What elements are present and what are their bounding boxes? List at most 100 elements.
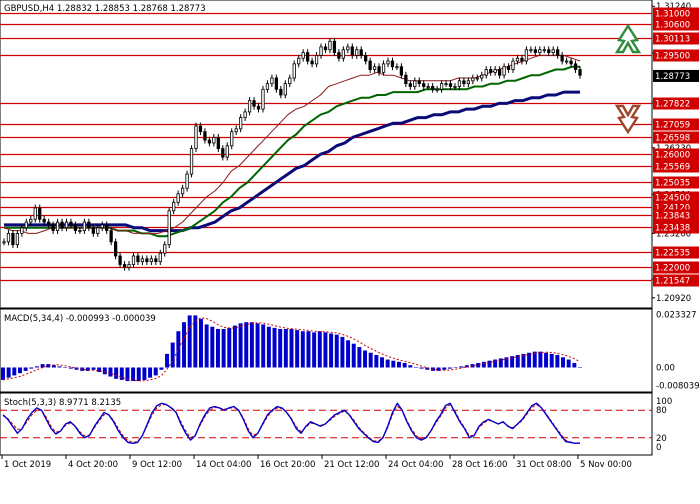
macd-bar-78 bbox=[442, 367, 447, 370]
macd-bar-37 bbox=[210, 326, 215, 368]
macd-bar-96 bbox=[544, 352, 549, 368]
candle-body-55 bbox=[247, 100, 252, 113]
macd-bar-49 bbox=[278, 328, 283, 368]
candle-body-46 bbox=[207, 139, 212, 144]
candle-body-106 bbox=[475, 77, 479, 80]
candle-body-97 bbox=[435, 88, 439, 91]
macd-bar-93 bbox=[527, 352, 532, 368]
candle-body-63 bbox=[283, 83, 287, 96]
level-label-bg-4 bbox=[653, 97, 699, 110]
candle-body-18 bbox=[82, 221, 87, 231]
macd-bar-40 bbox=[227, 327, 232, 368]
macd-bar-47 bbox=[266, 326, 271, 368]
candle-body-88 bbox=[395, 66, 399, 69]
candle-body-90 bbox=[404, 74, 408, 85]
macd-bar-22 bbox=[125, 367, 130, 382]
macd-bar-68 bbox=[385, 359, 390, 368]
candle-body-41 bbox=[185, 173, 189, 189]
candle-body-4 bbox=[20, 227, 24, 234]
macd-bar-101 bbox=[572, 362, 577, 368]
macd-bar-72 bbox=[408, 365, 413, 368]
current-price-label: 1.28773 bbox=[653, 69, 699, 82]
candle-body-85 bbox=[381, 63, 386, 73]
macd-bar-39 bbox=[221, 328, 226, 368]
candle-body-26 bbox=[118, 255, 122, 265]
candle-body-80 bbox=[359, 49, 363, 56]
current-price-text: 1.28773 bbox=[655, 72, 690, 82]
macd-bar-0 bbox=[1, 367, 5, 380]
candle-body-50 bbox=[225, 145, 229, 158]
candle-body-82 bbox=[368, 60, 372, 70]
level-label-15: 1.22000 bbox=[655, 264, 690, 274]
level-label-bg-3 bbox=[653, 49, 699, 62]
macd-bar-10 bbox=[57, 366, 62, 368]
macd-bar-94 bbox=[532, 351, 537, 368]
candle-body-6 bbox=[29, 218, 33, 223]
time-tick-2: 9 Oct 12:00 bbox=[132, 460, 182, 470]
candle-body-58 bbox=[261, 88, 265, 110]
candle-body-17 bbox=[78, 230, 82, 232]
macd-signal-polyline bbox=[2, 317, 581, 382]
ma-fast-polyline bbox=[3, 54, 581, 234]
candle-body-93 bbox=[417, 80, 421, 85]
candle-body-1 bbox=[6, 232, 11, 243]
macd-bar-77 bbox=[436, 367, 441, 371]
candle-body-116 bbox=[520, 57, 524, 62]
macd-bar-31 bbox=[176, 331, 181, 368]
candle-body-27 bbox=[122, 264, 127, 268]
candle-body-53 bbox=[239, 117, 243, 130]
macd-bar-71 bbox=[402, 362, 407, 368]
candle-body-61 bbox=[274, 77, 279, 90]
price-tick-5: 1.23200 bbox=[656, 229, 691, 239]
level-label-bg-5 bbox=[653, 118, 699, 131]
macd-bar-38 bbox=[215, 328, 220, 368]
candle-body-49 bbox=[221, 148, 225, 158]
candle-body-52 bbox=[234, 128, 238, 133]
candle-body-68 bbox=[305, 52, 310, 62]
candle-body-5 bbox=[24, 221, 28, 229]
candle-body-125 bbox=[560, 54, 564, 62]
candle-body-86 bbox=[386, 60, 390, 65]
candle-body-11 bbox=[51, 224, 55, 231]
candle-body-92 bbox=[413, 80, 417, 87]
ma-fast-line bbox=[3, 54, 581, 234]
macd-bar-64 bbox=[363, 350, 368, 368]
macd-bar-16 bbox=[91, 367, 96, 370]
candle-body-7 bbox=[33, 207, 37, 220]
macd-bar-17 bbox=[97, 367, 102, 373]
current-price-bg bbox=[653, 69, 699, 82]
macd-bar-36 bbox=[204, 324, 209, 368]
time-tick-5: 21 Oct 12:00 bbox=[324, 460, 379, 470]
macd-bar-67 bbox=[380, 357, 384, 368]
candle-body-74 bbox=[332, 40, 337, 53]
level-label-bg-15 bbox=[653, 261, 699, 274]
level-label-11: 1.24120 bbox=[655, 204, 690, 214]
stoch-main-polyline bbox=[2, 402, 581, 444]
candle-body-87 bbox=[390, 60, 395, 68]
macd-bar-3 bbox=[17, 367, 22, 374]
stoch-tick-1: 80 bbox=[656, 406, 667, 416]
candle-body-104 bbox=[466, 80, 471, 85]
macd-bar-63 bbox=[357, 347, 362, 368]
macd-bar-92 bbox=[521, 353, 526, 368]
candle-body-42 bbox=[189, 148, 194, 175]
candle-body-0 bbox=[2, 241, 6, 244]
symbol-header: GBPUSD,H4 1.28832 1.28853 1.28768 1.2877… bbox=[4, 4, 206, 14]
candle-body-65 bbox=[292, 63, 296, 79]
candle-body-84 bbox=[377, 66, 381, 73]
macd-bar-55 bbox=[312, 332, 317, 368]
macd-bar-91 bbox=[515, 355, 520, 368]
macd-bar-84 bbox=[476, 362, 481, 368]
macd-bar-1 bbox=[6, 367, 11, 378]
macd-bar-86 bbox=[487, 360, 492, 368]
level-label-10: 1.24500 bbox=[655, 194, 690, 204]
candle-body-22 bbox=[100, 224, 104, 229]
candle-body-105 bbox=[471, 77, 475, 82]
level-label-bg-12 bbox=[653, 209, 699, 222]
price-tick-0: 1.31240 bbox=[656, 2, 691, 12]
support-resistance-levels bbox=[0, 12, 652, 282]
level-label-8: 1.25569 bbox=[655, 163, 690, 173]
candles bbox=[2, 37, 582, 271]
level-label-16: 1.21547 bbox=[655, 277, 690, 287]
